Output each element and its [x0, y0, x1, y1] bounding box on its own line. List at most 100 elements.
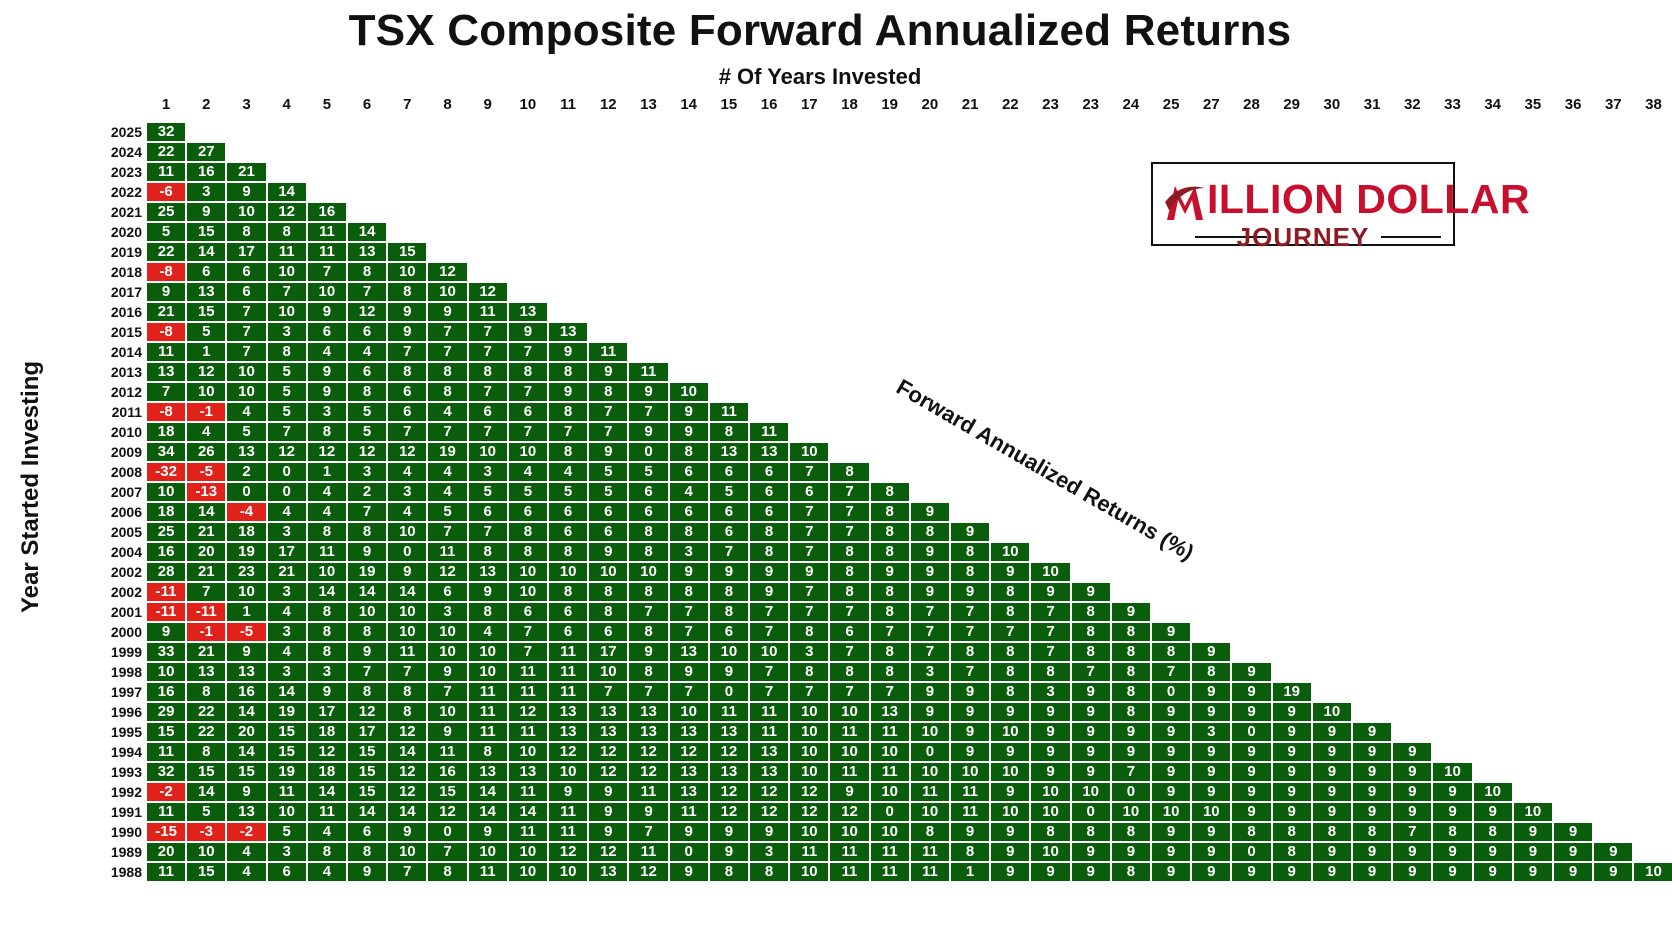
return-cell: 12: [186, 362, 227, 382]
return-cell: 9: [347, 542, 388, 562]
return-cell: 8: [950, 542, 991, 562]
return-cell: 13: [708, 442, 749, 462]
return-cell: 9: [1030, 862, 1071, 882]
return-cell: 8: [347, 682, 388, 702]
return-cell: 10: [186, 382, 227, 402]
return-cell: 10: [1030, 562, 1071, 582]
return-cell: 9: [306, 302, 347, 322]
return-cell: 6: [266, 862, 307, 882]
return-cell: 7: [950, 622, 991, 642]
return-cell: 7: [507, 422, 548, 442]
return-cell: 6: [548, 602, 589, 622]
return-cell: 7: [749, 602, 790, 622]
return-cell: 9: [708, 662, 749, 682]
return-cell: 9: [1231, 762, 1272, 782]
return-cell: 10: [507, 862, 548, 882]
return-cell: 4: [507, 462, 548, 482]
return-cell: 9: [1271, 762, 1312, 782]
return-cell: 11: [749, 422, 790, 442]
return-cell: 10: [789, 742, 830, 762]
return-cell: 9: [427, 722, 468, 742]
return-cell: 9: [427, 302, 468, 322]
return-cell: 4: [306, 482, 347, 502]
return-cell: 4: [427, 482, 468, 502]
return-cell: 8: [990, 602, 1031, 622]
return-cell: 7: [869, 682, 910, 702]
return-cell: 4: [306, 342, 347, 362]
return-cell: 7: [789, 602, 830, 622]
return-cell: 9: [306, 382, 347, 402]
return-cell: 9: [1432, 862, 1473, 882]
return-cell: 6: [708, 622, 749, 642]
row-label: 1998: [110, 664, 142, 680]
return-cell: 7: [789, 522, 830, 542]
return-cell: 9: [226, 182, 267, 202]
return-cell: 6: [467, 502, 508, 522]
return-cell: 7: [829, 682, 870, 702]
return-cell: 10: [869, 822, 910, 842]
return-cell: 11: [146, 802, 187, 822]
return-cell: 9: [1352, 762, 1393, 782]
return-cell: 9: [588, 362, 629, 382]
return-cell: 19: [347, 562, 388, 582]
return-cell: 9: [1191, 862, 1232, 882]
return-cell: 7: [909, 602, 950, 622]
return-cell: 10: [789, 862, 830, 882]
return-cell: 9: [1271, 702, 1312, 722]
return-cell: 7: [427, 322, 468, 342]
return-cell: 9: [950, 722, 991, 742]
return-cell: 9: [990, 562, 1031, 582]
row-label: 2017: [110, 284, 142, 300]
return-cell: 8: [1311, 822, 1352, 842]
return-cell: 9: [1151, 842, 1192, 862]
return-cell: 9: [588, 822, 629, 842]
return-cell: 7: [266, 282, 307, 302]
return-cell: 10: [548, 862, 589, 882]
return-cell: 8: [266, 342, 307, 362]
return-cell: 4: [387, 462, 428, 482]
return-cell: 11: [306, 802, 347, 822]
return-cell: 8: [990, 582, 1031, 602]
return-cell: 9: [1311, 762, 1352, 782]
return-cell: -5: [226, 622, 267, 642]
return-cell: 9: [1271, 782, 1312, 802]
return-cell: 0: [266, 462, 307, 482]
column-header: 22: [1001, 96, 1019, 113]
return-cell: 16: [306, 202, 347, 222]
return-cell: 7: [347, 662, 388, 682]
return-cell: 13: [226, 802, 267, 822]
return-cell: 5: [708, 482, 749, 502]
return-cell: 9: [1271, 742, 1312, 762]
return-cell: 7: [668, 622, 709, 642]
return-cell: 9: [708, 822, 749, 842]
logo-wordmark: ILLION DOLLAR: [1207, 176, 1531, 222]
return-cell: 22: [186, 702, 227, 722]
return-cell: 9: [628, 422, 669, 442]
return-cell: 3: [186, 182, 227, 202]
return-cell: 11: [588, 342, 629, 362]
return-cell: 14: [226, 742, 267, 762]
return-cell: 9: [749, 562, 790, 582]
return-cell: 9: [1070, 682, 1111, 702]
return-cell: 8: [1070, 822, 1111, 842]
return-cell: 9: [1432, 842, 1473, 862]
return-cell: 7: [789, 502, 830, 522]
return-cell: 14: [186, 242, 227, 262]
return-cell: 15: [186, 222, 227, 242]
return-cell: 11: [628, 842, 669, 862]
return-cell: 9: [387, 302, 428, 322]
return-cell: 7: [588, 402, 629, 422]
return-cell: 16: [186, 162, 227, 182]
return-cell: 12: [789, 802, 830, 822]
return-cell: 8: [869, 582, 910, 602]
return-cell: 9: [1151, 862, 1192, 882]
return-cell: 5: [266, 362, 307, 382]
return-cell: 9: [950, 522, 991, 542]
return-cell: 11: [266, 782, 307, 802]
return-cell: 6: [749, 502, 790, 522]
return-cell: 7: [829, 602, 870, 622]
return-cell: 12: [507, 702, 548, 722]
return-cell: 10: [387, 842, 428, 862]
return-cell: 8: [668, 442, 709, 462]
return-cell: 8: [1070, 622, 1111, 642]
